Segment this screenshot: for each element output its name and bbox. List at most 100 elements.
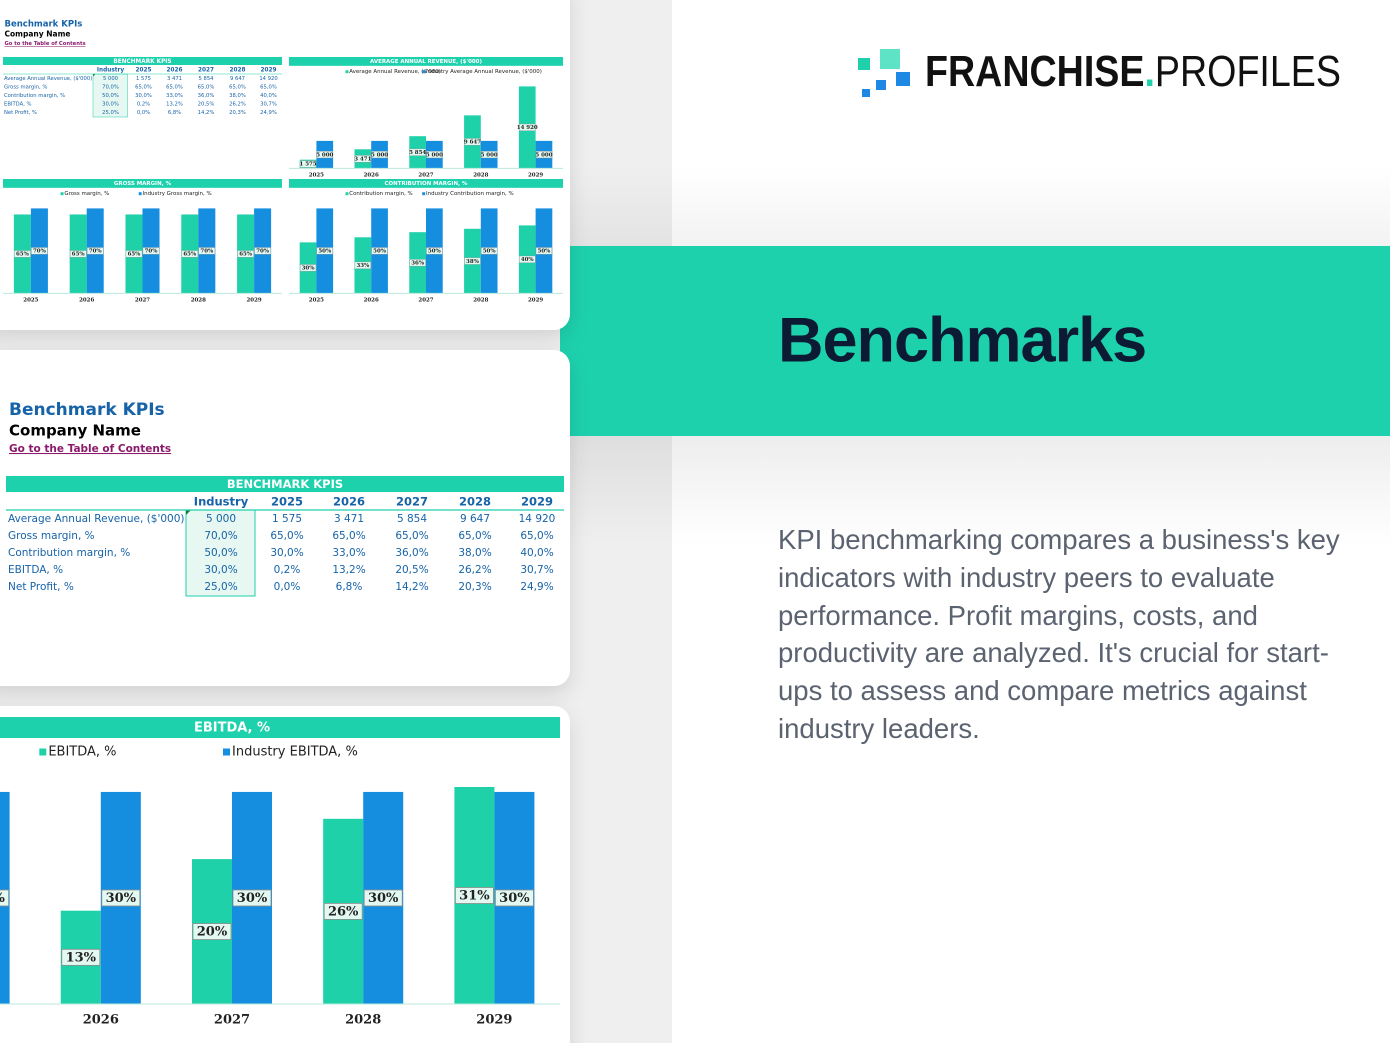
- panel-bottom: [0, 706, 570, 1043]
- value-label-box: [494, 889, 534, 907]
- table-cell: 70,0%: [204, 530, 237, 542]
- table-cell: 13,2%: [166, 102, 183, 108]
- column-header: 2025: [271, 495, 303, 509]
- value-label: 40%: [521, 257, 535, 263]
- category-label: 2028: [345, 1013, 381, 1028]
- value-label: 1 575: [300, 162, 317, 168]
- category-label: 2027: [135, 298, 150, 304]
- table-cell: 3 471: [334, 513, 364, 525]
- value-label-box: [192, 923, 232, 940]
- table-cell: 20,5%: [395, 564, 428, 576]
- table-cell: 70,0%: [102, 85, 119, 91]
- category-label: 2025: [23, 298, 38, 304]
- value-label-box: [409, 148, 426, 156]
- value-label: 36%: [411, 260, 425, 266]
- category-label: 2029: [528, 173, 543, 179]
- value-label: 5 854: [409, 150, 426, 156]
- table-cell: 26,2%: [458, 564, 491, 576]
- value-label: 70%: [256, 249, 270, 255]
- value-label-box: [481, 151, 498, 159]
- legend-marker: [60, 192, 64, 196]
- column-header: 2026: [333, 495, 365, 509]
- value-label-box: [31, 247, 48, 255]
- table-cell: 30,0%: [135, 93, 152, 99]
- value-label: 70%: [33, 249, 47, 255]
- category-label: 2028: [473, 298, 488, 304]
- legend-marker: [138, 192, 142, 196]
- table-cell: 65,0%: [458, 530, 491, 542]
- value-label: 26%: [328, 904, 359, 919]
- value-label: 30%: [302, 266, 316, 272]
- row-label: Gross margin, %: [8, 530, 95, 542]
- value-label: 30%: [237, 891, 268, 906]
- value-label-box: [69, 250, 87, 258]
- value-label-box: [409, 259, 426, 267]
- logo-dot: .: [1144, 47, 1154, 96]
- logo-square: [858, 58, 870, 70]
- value-label: 3 471: [354, 157, 371, 163]
- report-title: Benchmark KPIs: [5, 20, 83, 30]
- table-cell: 3 471: [167, 76, 182, 82]
- table-cell: 40,0%: [520, 547, 553, 559]
- value-label-box: [125, 250, 143, 258]
- company-name: Company Name: [9, 422, 141, 440]
- table-cell: 30,7%: [520, 564, 553, 576]
- value-label-box: [14, 250, 31, 258]
- value-label-box: [426, 151, 443, 159]
- logo: FRANCHISE.PROFILES: [858, 47, 1341, 97]
- chart-title: AVERAGE ANNUAL REVENUE, ($'000): [370, 59, 482, 65]
- table-cell: 0,2%: [137, 102, 150, 108]
- row-label: Net Profit, %: [8, 581, 74, 593]
- value-label-box: [101, 889, 141, 907]
- value-label: 50%: [373, 249, 387, 255]
- table-cell: 30,7%: [260, 102, 277, 108]
- value-label-box: [371, 247, 388, 255]
- value-label-box: [363, 889, 403, 907]
- band-shadow: [560, 436, 1390, 546]
- logo-square: [896, 72, 910, 86]
- table-cell: 65,0%: [332, 530, 365, 542]
- logo-square: [880, 49, 900, 69]
- toc-link[interactable]: Go to the Table of Contents: [5, 41, 86, 47]
- chart-title-bar: [0, 717, 560, 738]
- category-label: 2025: [309, 173, 324, 179]
- band-shadow-top: [560, 166, 1390, 246]
- value-label: 70%: [145, 249, 159, 255]
- value-label: 30%: [106, 891, 137, 906]
- category-label: 2027: [214, 1013, 250, 1028]
- value-label: 5 000: [481, 152, 498, 158]
- value-label: 5 000: [371, 152, 388, 158]
- value-label-box: [86, 247, 104, 255]
- table-cell: 14,2%: [198, 110, 215, 116]
- value-label-box: [61, 948, 101, 966]
- chart: EBITDA, %EBITDA, %Industry EBITDA, %2025…: [0, 717, 560, 1028]
- column-header: 2028: [459, 495, 491, 509]
- value-label: 30%: [0, 891, 5, 906]
- industry-column: [92, 73, 128, 118]
- row-label: Gross margin, %: [4, 85, 47, 91]
- table-cell: 5 000: [103, 76, 118, 82]
- value-label: 50%: [483, 249, 497, 255]
- chart: AVERAGE ANNUAL REVENUE, ($'000) Average A…: [289, 57, 563, 179]
- column-header: 2025: [135, 68, 151, 74]
- table-cell: 25,0%: [204, 581, 237, 593]
- value-label: 30%: [368, 891, 399, 906]
- report-title: Benchmark KPIs: [9, 400, 165, 420]
- table-cell: 6,8%: [168, 110, 181, 116]
- value-label: 50%: [428, 249, 442, 255]
- logo-name: FRANCHISE: [925, 47, 1144, 96]
- table-cell: 65,0%: [270, 530, 303, 542]
- table-title-bar: [6, 476, 564, 492]
- value-label-box: [142, 247, 160, 255]
- toc-link[interactable]: Go to the Table of Contents: [9, 443, 171, 455]
- value-label-box: [454, 887, 494, 904]
- table-cell: 20,5%: [198, 102, 215, 108]
- value-label: 65%: [16, 252, 30, 258]
- column-header: 2028: [229, 68, 245, 74]
- value-label: 65%: [239, 252, 253, 258]
- legend-label: EBITDA, %: [48, 745, 116, 760]
- value-label: 65%: [128, 252, 142, 258]
- category-label: 2027: [418, 173, 433, 179]
